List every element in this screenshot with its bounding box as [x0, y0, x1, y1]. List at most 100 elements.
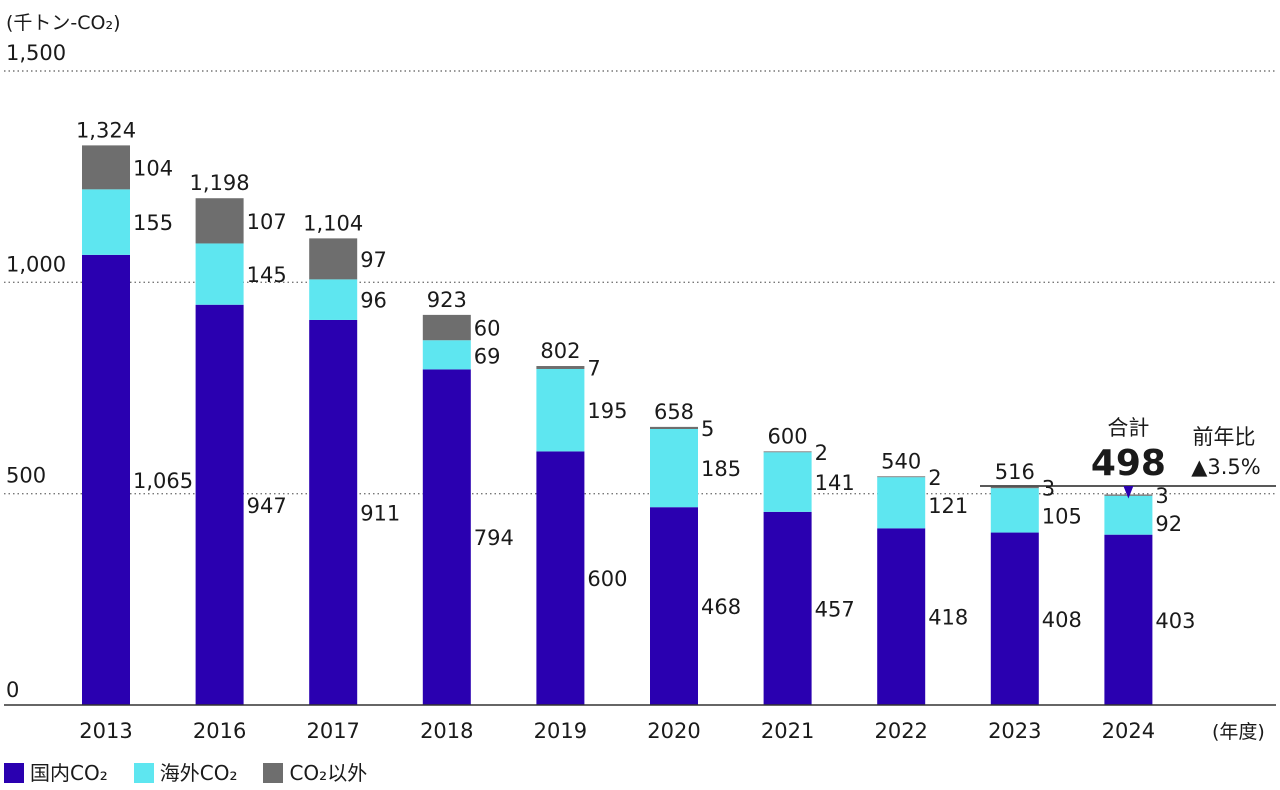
- data-label: 121: [928, 494, 968, 518]
- data-label: 141: [815, 471, 855, 495]
- data-label: 185: [701, 457, 741, 481]
- x-tick-label: 2020: [647, 719, 700, 743]
- data-label: 69: [474, 345, 501, 369]
- data-label: 96: [360, 289, 387, 313]
- data-label: 600: [587, 567, 627, 591]
- data-label: 105: [1042, 505, 1082, 529]
- data-label: 155: [133, 211, 173, 235]
- bar-segment: [82, 189, 130, 255]
- y-unit-label: (千トン-CO₂): [6, 12, 121, 34]
- legend-item-overseas: 海外CO₂: [133, 760, 238, 786]
- highlight-2024: 合計 498 前年比 ▲3.5%: [980, 416, 1276, 499]
- bar-segment: [763, 511, 812, 705]
- data-labels: 1,065 104 155 1,324 947 107 145 1,198 911 97 96 1,1…: [76, 118, 1196, 632]
- data-label: 2: [928, 466, 941, 490]
- bar-segment: [1104, 495, 1153, 535]
- gridlines: [4, 70, 1276, 495]
- y-tick-label: 500: [6, 464, 46, 488]
- bar-segment: [422, 369, 471, 705]
- bar-segment: [309, 238, 358, 280]
- bar-segment: [877, 476, 926, 478]
- data-label: 145: [247, 263, 287, 287]
- bar-segment: [195, 243, 244, 305]
- y-tick-label: 1,000: [6, 252, 66, 276]
- bar-segment: [195, 304, 244, 705]
- yoy-label: 前年比: [1193, 425, 1256, 449]
- legend-label-overseas: 海外CO₂: [159, 761, 238, 785]
- x-tick-label: 2021: [761, 719, 814, 743]
- bar-segment: [990, 488, 1039, 533]
- bar-segment: [309, 279, 358, 320]
- bar-segment: [877, 477, 926, 529]
- data-label: 1,065: [133, 469, 193, 493]
- bar-segment: [990, 486, 1039, 489]
- x-tick-label: 2023: [988, 719, 1041, 743]
- bar-segment: [536, 366, 585, 369]
- bar-segment: [536, 451, 585, 705]
- x-tick-label: 2016: [193, 719, 246, 743]
- data-label: 3: [1155, 484, 1168, 508]
- highlight-total: 498: [1091, 443, 1166, 484]
- bar-segment: [82, 145, 130, 190]
- axes: 0 500 1,000 1,500 2013 2016 2017 2018 2019 2020 20…: [4, 41, 1276, 743]
- x-tick-label: 2019: [534, 719, 587, 743]
- bar-segment: [990, 532, 1039, 705]
- bar-segment: [536, 368, 585, 452]
- total-label: 923: [427, 288, 467, 312]
- total-label: 658: [654, 400, 694, 424]
- x-tick-label: 2024: [1102, 719, 1155, 743]
- legend-item-other: CO₂以外: [263, 760, 367, 786]
- x-tick-label: 2022: [874, 719, 927, 743]
- bar-segment: [309, 319, 358, 705]
- stacked-bar-chart: 1,065 104 155 1,324 947 107 145 1,198 911 97 96 1,1…: [4, 12, 1276, 743]
- data-label: 97: [360, 248, 387, 272]
- x-unit-label: (年度): [1212, 721, 1265, 743]
- bar-segment: [650, 428, 698, 508]
- bar-segment: [877, 528, 926, 705]
- yoy-value: ▲3.5%: [1191, 455, 1261, 479]
- x-tick-label: 2017: [306, 719, 359, 743]
- data-label: 947: [247, 494, 287, 518]
- bar-segment: [763, 451, 812, 453]
- data-label: 468: [701, 595, 741, 619]
- total-label: 540: [881, 449, 921, 473]
- data-label: 418: [928, 606, 968, 630]
- x-tick-label: 2013: [79, 719, 132, 743]
- data-label: 195: [587, 399, 627, 423]
- data-label: 5: [701, 417, 714, 441]
- y-tick-label: 0: [6, 678, 19, 702]
- data-label: 403: [1155, 609, 1195, 633]
- bar-segment: [82, 254, 130, 706]
- data-label: 104: [133, 156, 173, 180]
- highlight-caption: 合計: [1107, 416, 1149, 440]
- bar-segment: [650, 426, 698, 429]
- data-label: 911: [360, 501, 400, 525]
- bars: [82, 145, 1153, 706]
- data-label: 92: [1155, 512, 1182, 536]
- total-label: 1,104: [303, 211, 363, 235]
- total-label: 802: [540, 339, 580, 363]
- legend: 国内CO₂ 海外CO₂ CO₂以外: [4, 760, 367, 786]
- bar-segment: [422, 340, 471, 370]
- bar-segment: [650, 507, 698, 705]
- total-label: 1,198: [190, 171, 250, 195]
- data-label: 794: [474, 526, 514, 550]
- data-label: 60: [474, 317, 501, 341]
- legend-swatch-other: [263, 763, 284, 783]
- legend-label-domestic: 国内CO₂: [30, 761, 108, 785]
- total-label: 516: [995, 460, 1035, 484]
- legend-swatch-domestic: [4, 763, 24, 783]
- total-label: 1,324: [76, 118, 136, 142]
- y-tick-label: 1,500: [6, 41, 66, 65]
- data-label: 107: [247, 210, 287, 234]
- highlight-arrow: [1123, 486, 1134, 499]
- data-label: 457: [815, 597, 855, 621]
- bar-segment: [763, 452, 812, 512]
- x-tick-label: 2018: [420, 719, 473, 743]
- data-label: 408: [1042, 608, 1082, 632]
- data-label: 3: [1042, 477, 1055, 501]
- total-label: 600: [768, 424, 808, 448]
- bar-segment: [422, 314, 471, 341]
- legend-item-domestic: 国内CO₂: [4, 760, 108, 786]
- data-label: 2: [815, 441, 828, 465]
